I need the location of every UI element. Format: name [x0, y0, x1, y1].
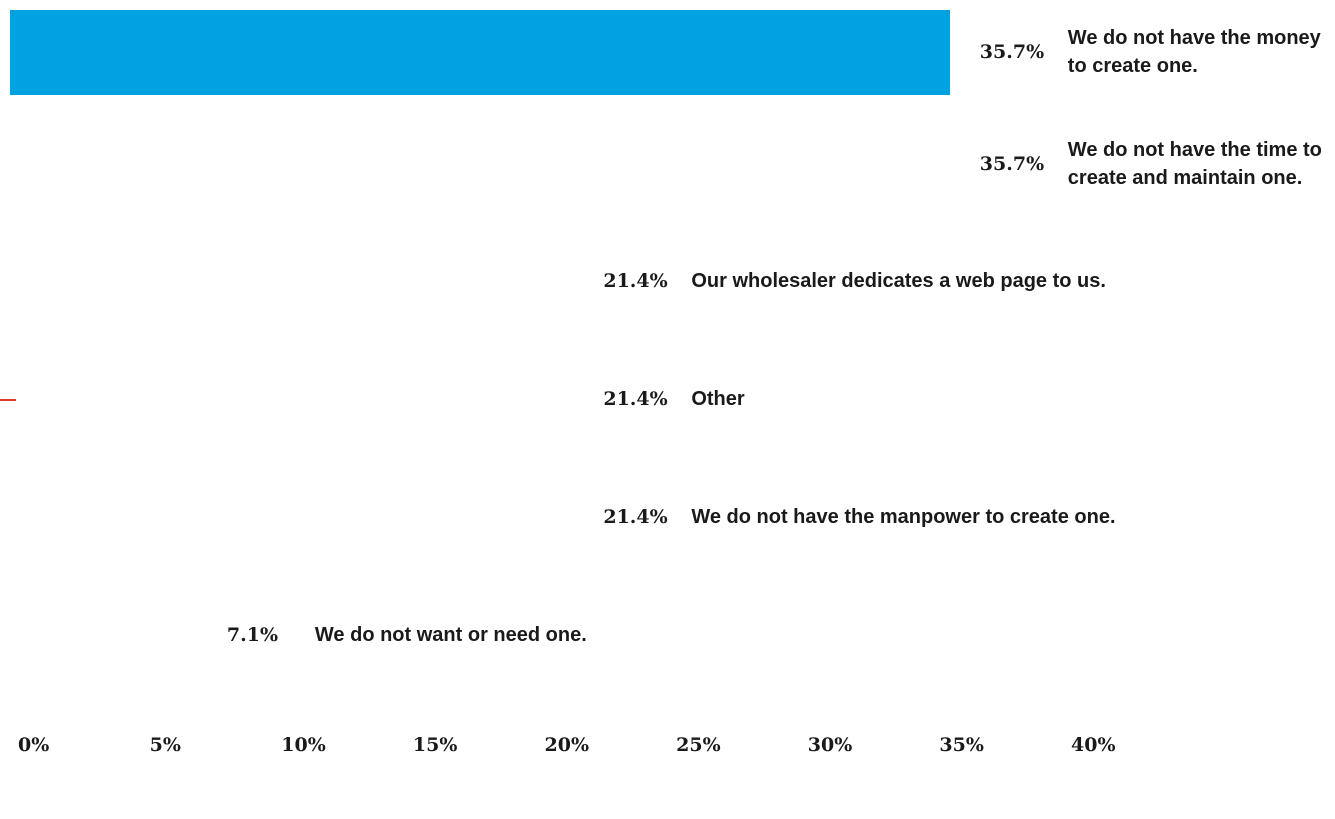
category-label-1: We do not have the time to create and ma…	[1067, 139, 1322, 189]
category-label-0: We do not have the money to create one.	[1067, 27, 1321, 77]
axis-marker	[0, 399, 16, 401]
bar-1	[10, 122, 950, 207]
bar-5	[10, 593, 197, 678]
x-tick-label-5: 25%	[676, 734, 721, 756]
x-tick-label-2: 10%	[281, 734, 326, 756]
x-tick-label-4: 20%	[544, 734, 590, 756]
value-label-3: 21.4%	[603, 388, 668, 410]
x-tick-label-3: 15%	[412, 734, 458, 756]
value-label-5: 7.1%	[226, 624, 279, 646]
category-label-5: We do not want or need one.	[314, 624, 587, 646]
category-label-4: We do not have the manpower to create on…	[691, 506, 1116, 528]
x-tick-label-8: 40%	[1071, 734, 1116, 756]
x-tick-label-0: 0%	[18, 734, 50, 756]
x-tick-label-7: 35%	[939, 734, 984, 756]
bar-2	[10, 239, 573, 324]
value-label-0: 35.7%	[979, 41, 1045, 63]
bar-3	[10, 357, 573, 442]
category-label-2: Our wholesaler dedicates a web page to u…	[691, 270, 1106, 292]
x-tick-label-1: 5%	[149, 734, 181, 756]
value-label-4: 21.4%	[603, 506, 668, 528]
category-label-3: Other	[691, 388, 745, 410]
bar-4	[10, 475, 573, 560]
value-label-2: 21.4%	[603, 270, 668, 292]
value-label-1: 35.7%	[979, 153, 1045, 175]
x-tick-label-6: 30%	[807, 734, 853, 756]
bar-0	[10, 9, 950, 95]
